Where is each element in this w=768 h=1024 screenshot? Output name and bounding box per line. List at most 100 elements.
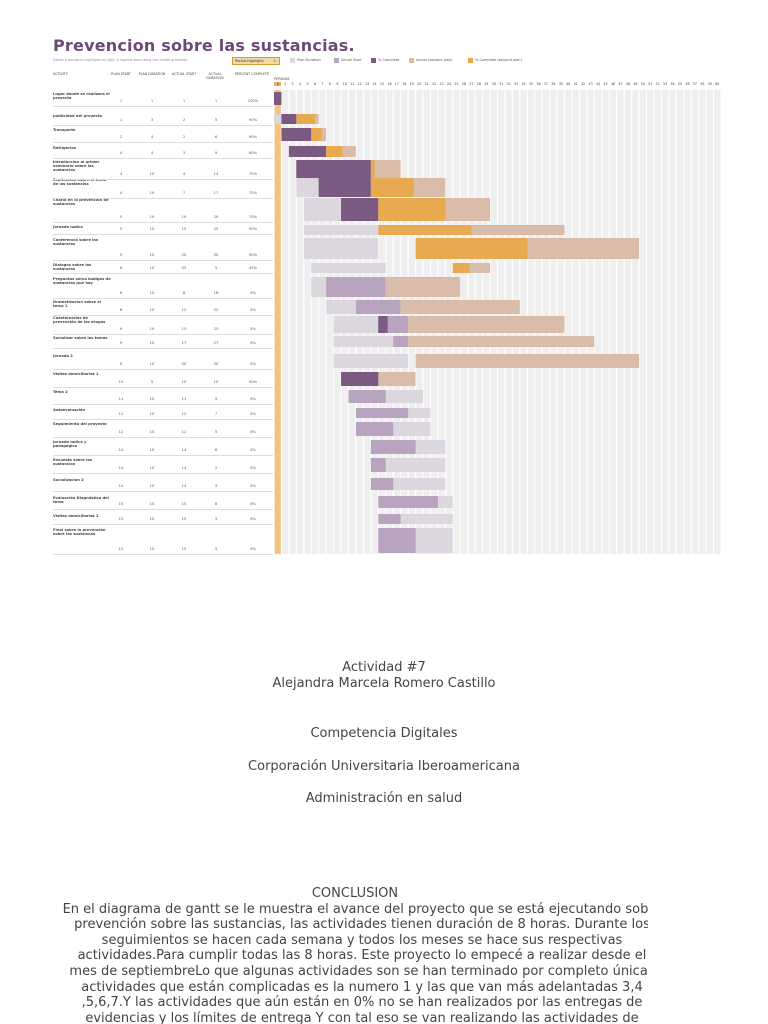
cell-plan-start: 15 <box>118 517 124 521</box>
plan-duration-bar <box>303 225 379 235</box>
period-column <box>594 90 602 554</box>
period-column <box>654 90 661 554</box>
cell-actual-start: 14 <box>181 466 187 470</box>
percent-complete-bar <box>281 114 297 124</box>
period-number: 10 <box>342 82 347 86</box>
period-number: 2 <box>284 82 287 86</box>
cell-plan-start: 4 <box>119 172 123 176</box>
cell-plan-duration: 10 <box>149 397 155 401</box>
cell-plan-duration: 1 <box>150 99 154 103</box>
cell-plan-start: 14 <box>118 448 124 452</box>
period-number: 60 <box>715 82 720 86</box>
row-divider <box>53 106 273 107</box>
row-divider <box>53 437 273 438</box>
period-number: 39 <box>558 82 563 86</box>
legend-item: % Complete <box>371 58 399 63</box>
cell-actual-start: 7 <box>182 191 186 195</box>
cell-percent-complete: 0% <box>250 291 256 295</box>
period-number: 57 <box>692 82 697 86</box>
period-number: 13 <box>365 82 370 86</box>
legend-label: % Complete (beyond plan) <box>475 58 522 62</box>
row-divider <box>53 179 273 180</box>
legend-item: Plan Duration <box>290 58 321 63</box>
period-number: 47 <box>618 82 623 86</box>
cell-plan-start: 1 <box>119 99 123 103</box>
activity-number: Actividad #7 <box>342 660 426 675</box>
actual-beyond-plan-bar <box>452 263 491 273</box>
column-header-actual-start: ACTUAL START <box>171 72 197 76</box>
percent-complete-bar <box>318 178 371 197</box>
plan-duration-bar <box>311 263 386 273</box>
period-column <box>565 90 572 554</box>
percent-complete-beyond-bar <box>311 128 322 141</box>
period-column <box>676 90 684 554</box>
activity-name: Dramatizacion sobre el tema 1 <box>53 300 101 309</box>
cell-percent-complete: 70% <box>248 215 258 219</box>
period-column <box>274 90 281 554</box>
cell-percent-complete: 0% <box>250 308 256 312</box>
row-divider <box>53 554 273 555</box>
cell-plan-start: 6 <box>119 291 123 295</box>
cell-percent-complete: 80% <box>248 151 258 155</box>
period-column <box>691 90 699 554</box>
cell-percent-complete: 75% <box>248 191 258 195</box>
period-column <box>580 90 587 554</box>
row-divider <box>53 455 273 456</box>
percent-complete-beyond-bar <box>452 263 470 273</box>
cell-actual-duration: 6 <box>214 135 218 139</box>
period-number: 11 <box>350 82 355 86</box>
row-divider <box>53 260 273 261</box>
cell-actual-duration: 3 <box>214 517 218 521</box>
cell-actual-start: 14 <box>181 448 187 452</box>
period-number: 41 <box>573 82 578 86</box>
period-number: 6 <box>313 82 317 86</box>
cell-actual-duration: 22 <box>213 308 219 312</box>
period-highlight-input[interactable]: Period Highlight: 1 <box>232 57 280 65</box>
cell-plan-start: 9 <box>119 327 123 331</box>
cell-plan-duration: 10 <box>149 484 155 488</box>
cell-plan-duration: 10 <box>149 266 155 270</box>
plan-duration-bar <box>303 238 379 259</box>
cell-plan-duration: 10 <box>149 191 155 195</box>
actual-bar <box>355 408 409 418</box>
conclusion-section: CONCLUSIÓN En el diagrama de gantt se le… <box>62 886 648 1024</box>
activity-name: Lugar donde se realizara el proyecto <box>53 92 110 101</box>
period-number: 4 <box>299 82 302 86</box>
activity-name: Evaluación Diagnóstica del tema <box>53 496 109 505</box>
period-column <box>282 90 289 554</box>
activity-name: Visitas domiciliarias 2 <box>53 514 99 518</box>
cell-actual-duration: 27 <box>213 341 219 345</box>
activity-name: Jornada 2 <box>53 354 73 358</box>
period-number: 15 <box>379 82 385 86</box>
legend-label: Actual Start <box>341 58 362 62</box>
actual-bar <box>355 422 394 436</box>
row-divider <box>53 273 273 274</box>
period-number: 56 <box>685 82 690 86</box>
period-number: 32 <box>506 82 511 86</box>
activity-name: publicidad del proyecto <box>53 114 102 118</box>
legend-swatch <box>409 58 414 63</box>
cell-actual-duration: 10 <box>213 380 219 384</box>
activity-name: Jornada ludica y pedagogica <box>53 440 87 449</box>
period-column <box>587 90 594 554</box>
cell-actual-start: 10 <box>181 215 187 219</box>
cell-actual-duration: 5 <box>214 430 218 434</box>
cell-percent-complete: 5% <box>250 327 256 331</box>
cell-percent-complete: 0% <box>250 517 256 521</box>
conclusion-body: En el diagrama de gantt se le muestra el… <box>62 901 648 1024</box>
cell-percent-complete: 0% <box>250 430 256 434</box>
period-number: 16 <box>387 82 392 86</box>
percent-complete-beyond-bar <box>415 238 528 259</box>
period-column <box>662 90 669 554</box>
cell-actual-start: 12 <box>181 308 187 312</box>
legend-item: Actual Start <box>334 58 362 63</box>
cell-actual-duration: 9 <box>214 151 218 155</box>
conclusion-heading: CONCLUSIÓN <box>311 886 399 901</box>
activity-name: Seguimiento del proyecto <box>53 422 107 426</box>
percent-complete-beyond-bar <box>326 146 343 157</box>
row-divider <box>53 524 273 525</box>
cell-actual-start: 17 <box>181 341 187 345</box>
period-number: 28 <box>476 82 481 86</box>
period-number: 54 <box>670 82 675 86</box>
actual-bar <box>326 277 386 297</box>
